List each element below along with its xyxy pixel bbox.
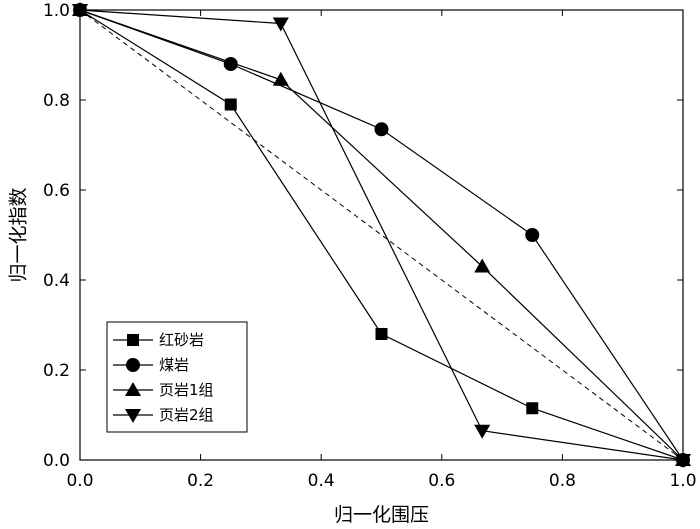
data-point-1-2 — [224, 98, 237, 111]
y-tick-label: 1.0 — [43, 1, 70, 21]
legend-label: 页岩2组 — [159, 406, 214, 424]
x-tick-label: 0.0 — [66, 471, 93, 491]
data-point-4-3 — [474, 424, 491, 439]
series-line-4 — [79, 9, 684, 461]
y-axis-title: 归一化指数 — [8, 187, 30, 282]
legend-label: 页岩1组 — [159, 381, 214, 399]
x-tick-label: 0.6 — [428, 471, 455, 491]
ticks-layer: 0.0 0.2 0.4 0.6 0.8 1.0 0.0 0.2 0.4 0.6 0.8 1.0 — [43, 1, 697, 491]
legend-marker — [126, 358, 140, 372]
x-tick-label: 0.8 — [549, 471, 576, 491]
series-line-3 — [79, 9, 684, 461]
data-point-1-4 — [526, 402, 539, 415]
data-point-3-3 — [474, 258, 491, 273]
legend-marker — [125, 409, 141, 423]
data-point-4-2 — [272, 17, 289, 32]
x-axis-title: 归一化围压 — [334, 504, 429, 526]
plot-frame — [79, 9, 684, 461]
y-tick-label: 0.0 — [43, 451, 70, 471]
legend-entry-4: 页岩2组 — [113, 406, 214, 424]
x-tick-label: 0.2 — [187, 471, 214, 491]
legend-marker — [125, 382, 141, 396]
data-point-2-4 — [525, 228, 540, 242]
legend-marker — [127, 334, 139, 346]
data-point-3-2 — [272, 71, 289, 86]
y-tick-label: 0.8 — [43, 91, 70, 111]
x-tick-label: 1.0 — [669, 471, 696, 491]
y-tick-label: 0.2 — [43, 361, 70, 381]
data-point-2-2 — [223, 57, 238, 71]
legend-entry-2: 煤岩 — [113, 356, 189, 374]
data-point-2-3 — [374, 122, 389, 137]
y-tick-label: 0.4 — [43, 271, 70, 291]
y-tick-label: 0.6 — [43, 181, 70, 201]
legend-label: 红砂岩 — [159, 331, 204, 349]
legend-entry-1: 红砂岩 — [113, 331, 204, 349]
x-tick-label: 0.4 — [308, 471, 335, 491]
data-point-1-3 — [375, 328, 388, 340]
legend-label: 煤岩 — [159, 356, 189, 374]
legend-entry-3: 页岩1组 — [113, 381, 214, 399]
data-point-4-4 — [675, 454, 691, 468]
